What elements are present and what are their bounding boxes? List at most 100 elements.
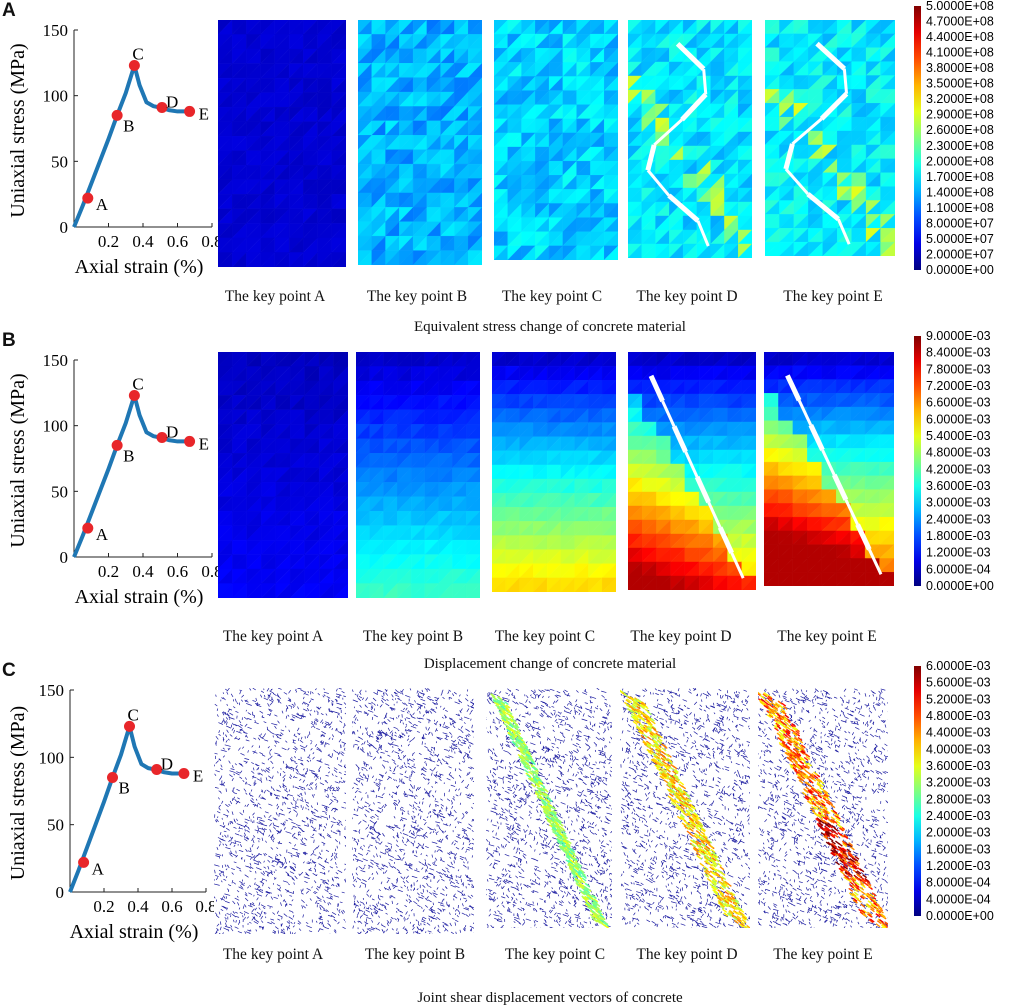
joint-vector [424,904,428,908]
joint-vector [297,826,302,830]
joint-vector [240,699,244,702]
joint-vector [220,838,226,842]
joint-vector [303,824,309,827]
joint-vector [238,720,242,724]
colorbar-tick-label: 3.2000E+08 [926,92,994,106]
joint-vector [225,843,228,847]
joint-vector [249,856,253,860]
joint-vector [257,802,261,806]
joint-vector [283,822,285,827]
joint-vector [313,891,317,895]
joint-vector [254,907,257,911]
joint-vector [354,920,356,924]
joint-vector [306,784,309,787]
joint-vector [280,931,286,934]
joint-vector [391,734,394,737]
joint-vector [231,868,236,871]
joint-vector [275,796,280,800]
joint-vector [324,763,330,766]
key-point-label-c: C [132,374,143,393]
joint-vector [245,739,250,742]
joint-vector [374,821,378,825]
joint-vector [327,914,333,917]
joint-vector [234,736,237,740]
fracture [730,552,745,579]
joint-vector [216,714,219,717]
joint-vector [317,692,321,696]
joint-vector [291,827,294,830]
joint-vector [275,857,280,861]
key-point-label-b: B [123,446,134,465]
joint-vector [304,880,308,884]
x-axis-label: Axial strain (%) [75,586,204,608]
joint-vector [323,694,326,697]
joint-vector [464,786,468,789]
joint-vector [303,702,306,705]
joint-vector [419,828,421,832]
joint-vector [352,883,356,888]
joint-vector [275,812,278,816]
joint-vector [237,725,242,729]
joint-vector [226,691,229,695]
joint-vector [285,819,288,822]
joint-vector [403,707,405,711]
joint-vector [271,723,278,726]
joint-vector [322,881,326,885]
x-tick-label: 0.8 [201,562,222,581]
joint-vector [377,921,380,926]
joint-vector [236,890,240,893]
joint-vector [302,914,304,918]
joint-vector [222,843,225,846]
joint-vector [276,803,279,807]
joint-vector [397,918,400,922]
joint-vector [257,827,260,831]
joint-vector [214,752,218,755]
joint-vector [230,912,232,915]
joint-vector [294,746,298,750]
joint-vector [311,817,317,821]
joint-vector [387,877,391,880]
joint-vector [316,760,323,763]
colorbar-tick-label: 5.0000E+07 [926,232,994,246]
joint-vector [466,694,469,697]
joint-vector [238,907,241,910]
colorbar-tick-label: 7.2000E-03 [926,379,991,393]
joint-vector [233,844,236,847]
joint-vector [265,777,268,781]
joint-vector [288,841,292,844]
joint-vector [244,894,248,897]
joint-vector [251,770,255,774]
joint-vector [234,833,240,836]
joint-vector [228,884,232,887]
joint-vector [251,853,254,856]
joint-vector [378,915,380,918]
joint-vector [330,858,333,861]
joint-vector [473,922,474,924]
joint-vector [328,710,334,713]
joint-vector [325,795,329,799]
joint-vector [308,869,312,872]
joint-vector [215,742,217,746]
fracture [819,91,849,121]
joint-vector [268,709,272,713]
joint-vector [220,880,223,883]
joint-vector [268,803,273,806]
joint-vector [436,845,442,849]
joint-vector [233,818,236,822]
joint-vector [330,830,333,833]
joint-vector [331,738,334,741]
joint-vector [270,760,274,765]
joint-vector [300,839,304,843]
joint-vector [354,743,358,746]
joint-vector [284,796,289,800]
joint-vector [283,827,286,830]
joint-vector [413,797,416,800]
joint-vector [278,695,282,700]
joint-vector [276,805,280,810]
joint-vector [266,726,269,731]
joint-vector [318,917,324,921]
joint-vector [275,796,278,800]
joint-vector [295,772,299,775]
joint-vector [261,920,264,923]
